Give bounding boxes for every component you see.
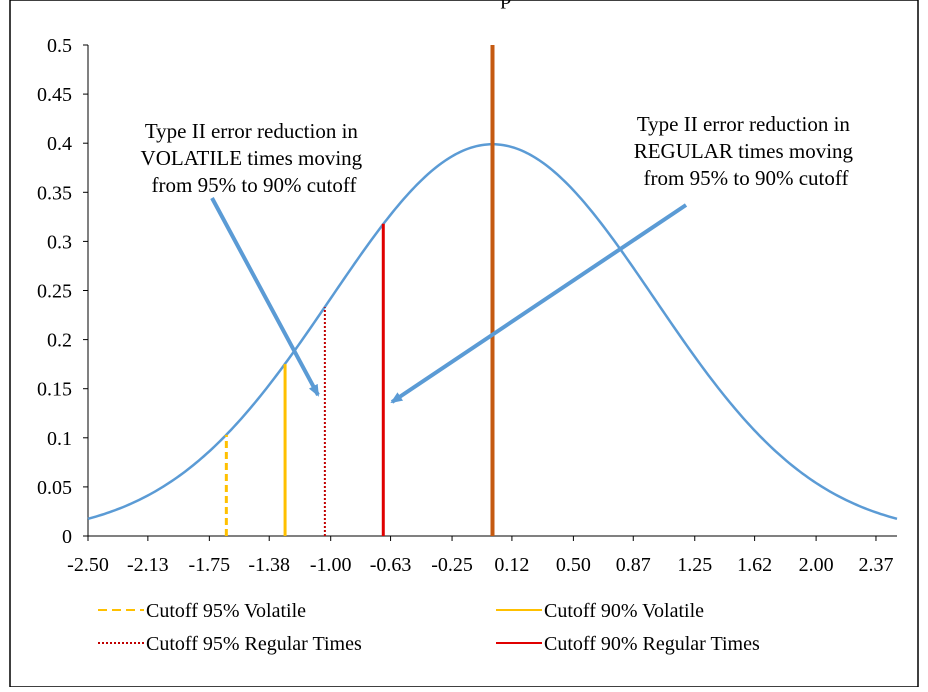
legend-label: Cutoff 90% Volatile (544, 600, 704, 622)
legend-entry: Cutoff 90% Volatile (496, 600, 704, 622)
x-tick-label: -2.13 (127, 554, 169, 576)
y-tick-label: 0.45 (37, 84, 72, 106)
x-tick-label: -1.38 (248, 554, 290, 576)
legend-label: Cutoff 95% Volatile (146, 600, 306, 622)
y-tick-label: 0.5 (47, 35, 72, 57)
y-tick-label: 0.15 (37, 379, 72, 401)
x-tick-label: -0.25 (431, 554, 473, 576)
chart-title-fragment: p (501, 0, 512, 9)
annotation-volatile-line: Type II error reduction in (145, 119, 359, 143)
legend-label: Cutoff 95% Regular Times (146, 633, 362, 655)
annotation-regular: Type II error reduction in REGULAR times… (634, 112, 859, 190)
y-tick-label: 0.2 (47, 330, 72, 352)
x-tick-label: 1.25 (677, 554, 712, 576)
y-tick-label: 0.1 (47, 428, 72, 450)
annotation-regular-line: REGULAR times moving (634, 139, 854, 163)
x-tick-label: 0.50 (556, 554, 591, 576)
plot-area (87, 45, 898, 536)
legend: Cutoff 95% Volatile Cutoff 90% Volatile … (98, 600, 760, 655)
x-tick-label: -1.00 (310, 554, 352, 576)
legend-entry: Cutoff 95% Volatile (98, 600, 306, 622)
x-tick-label: 2.00 (799, 554, 834, 576)
y-tick-label: 0.05 (37, 477, 72, 499)
arrow-volatile (210, 197, 320, 397)
y-tick-label: 0 (62, 526, 72, 548)
legend-label: Cutoff 90% Regular Times (544, 633, 760, 655)
annotations: Type II error reduction in VOLATILE time… (141, 112, 859, 404)
y-axis: 0 0.05 0.1 0.15 0.2 0.25 0.3 0.35 0.4 0.45 0.5 (37, 35, 89, 548)
x-tick-label: 2.37 (858, 554, 893, 576)
annotation-regular-line: from 95% to 90% cutoff (644, 166, 849, 190)
y-tick-label: 0.35 (37, 182, 72, 204)
x-tick-label: -2.50 (67, 554, 109, 576)
legend-entry: Cutoff 95% Regular Times (98, 633, 362, 655)
x-tick-label: 0.87 (616, 554, 651, 576)
annotation-volatile-line: from 95% to 90% cutoff (152, 173, 357, 197)
chart-border (9, 0, 919, 688)
x-tick-label: -1.75 (189, 554, 231, 576)
arrow-regular (390, 203, 688, 404)
annotation-regular-line: Type II error reduction in (637, 112, 851, 136)
x-tick-label: 1.62 (737, 554, 772, 576)
legend-entry: Cutoff 90% Regular Times (496, 633, 760, 655)
annotation-volatile: Type II error reduction in VOLATILE time… (141, 119, 368, 197)
x-tick-label: 0.12 (494, 554, 529, 576)
annotation-volatile-line: VOLATILE times moving (141, 146, 363, 170)
x-tick-label: -0.63 (370, 554, 412, 576)
y-tick-label: 0.3 (47, 231, 72, 253)
y-tick-label: 0.4 (47, 133, 72, 155)
y-tick-label: 0.25 (37, 281, 72, 303)
